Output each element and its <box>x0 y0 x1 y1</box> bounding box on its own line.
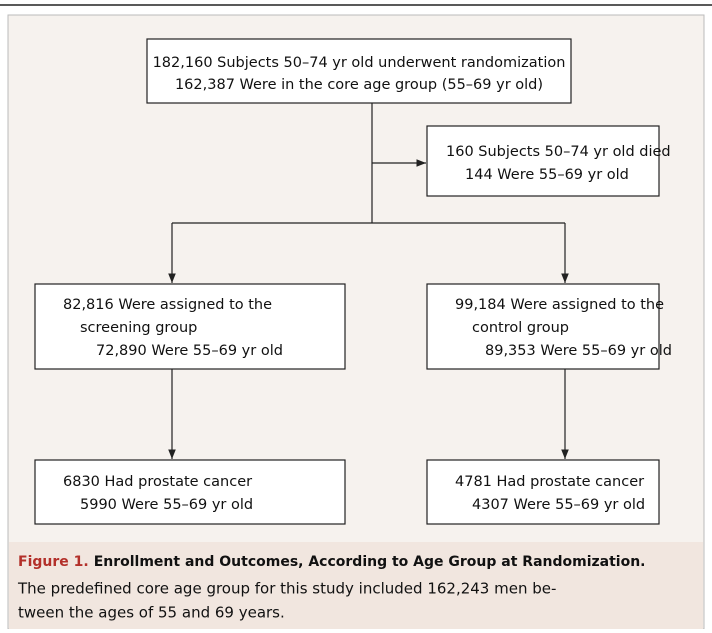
node-text: 144 Were 55–69 yr old <box>465 167 629 183</box>
caption-title: Enrollment and Outcomes, According to Ag… <box>94 554 646 570</box>
node-text: 4781 Had prostate cancer <box>455 474 644 490</box>
node-text: 182,160 Subjects 50–74 yr old underwent … <box>153 55 566 71</box>
node-text: control group <box>472 320 569 336</box>
node-box <box>34 459 346 525</box>
node-text: 162,387 Were in the core age group (55–6… <box>175 77 543 93</box>
node-text: 72,890 Were 55–69 yr old <box>96 343 283 359</box>
node-text: 4307 Were 55–69 yr old <box>472 497 645 513</box>
node-text: 160 Subjects 50–74 yr old died <box>446 144 671 160</box>
node-box <box>426 125 660 197</box>
node-text: 89,353 Were 55–69 yr old <box>485 343 672 359</box>
node-text: 82,816 Were assigned to the <box>63 297 272 313</box>
node-text: 5990 Were 55–69 yr old <box>80 497 253 513</box>
node-box <box>146 38 572 104</box>
caption-panel <box>9 542 703 629</box>
caption-label: Figure 1. <box>18 554 89 570</box>
node-box <box>34 283 346 370</box>
node-text: 99,184 Were assigned to the <box>455 297 664 313</box>
node-box <box>426 459 660 525</box>
caption-text: tween the ages of 55 and 69 years. <box>18 604 285 622</box>
node-box <box>426 283 660 370</box>
node-text: 6830 Had prostate cancer <box>63 474 252 490</box>
node-text: screening group <box>80 320 197 336</box>
caption-text: The predefined core age group for this s… <box>17 580 556 598</box>
